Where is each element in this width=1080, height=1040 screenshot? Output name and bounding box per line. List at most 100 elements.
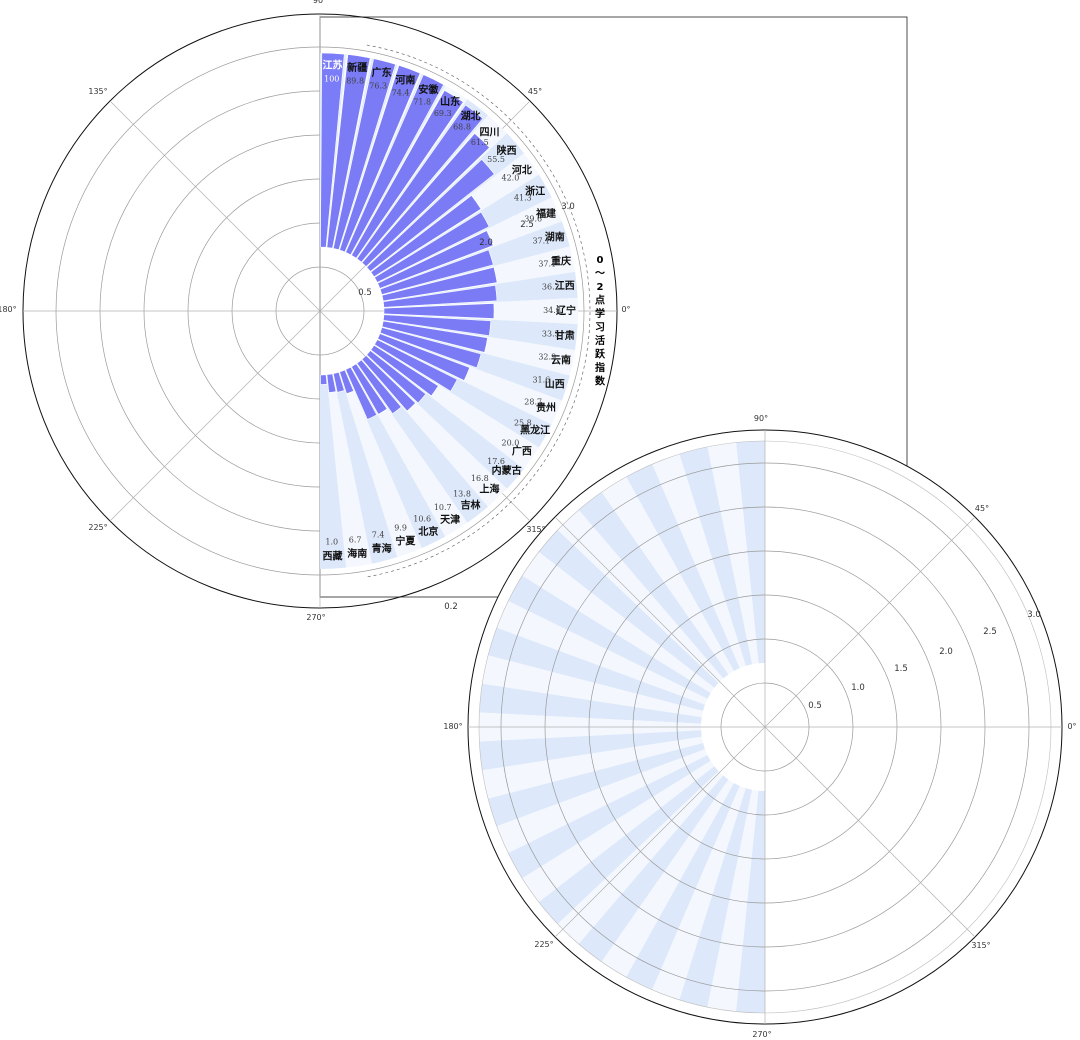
bar-河北 (370, 194, 482, 278)
radial-tick-label: 0.2 (444, 602, 458, 612)
category-label: 新疆 (347, 61, 367, 74)
angle-tick-label: 0° (1067, 722, 1076, 731)
bar-云南 (381, 320, 488, 353)
value-label: 1.0 (325, 538, 338, 547)
dashed-arc (366, 44, 591, 578)
category-label: 四川 (479, 127, 499, 139)
value-label: 61.5 (471, 138, 489, 147)
background-band (652, 454, 746, 669)
angle-tick-label: 315° (526, 525, 545, 534)
angle-tick-label: 135° (88, 87, 107, 96)
value-label: 32.9 (538, 353, 556, 362)
value-label: 37.1 (532, 237, 550, 246)
bar-内蒙古 (366, 350, 427, 404)
value-label: 17.6 (487, 457, 505, 466)
background-band (496, 601, 708, 705)
background-band (538, 766, 719, 925)
background-band (326, 373, 372, 568)
angle-tick-label: 180° (0, 305, 17, 314)
bar-北京 (345, 366, 378, 420)
angle-tick-label: 270° (306, 613, 325, 622)
value-label: 10.7 (434, 503, 452, 512)
angle-tick-label: 225° (88, 523, 107, 532)
category-label: 山东 (440, 95, 460, 108)
category-label: 贵州 (536, 401, 556, 414)
bar-四川 (361, 133, 490, 268)
category-label: 陕西 (497, 144, 517, 157)
bar-西藏 (320, 374, 328, 385)
value-label: 100 (324, 74, 339, 83)
radial-tick-label: 0.5 (808, 701, 822, 711)
background-band (508, 575, 711, 699)
background-band (578, 775, 729, 962)
value-label: 6.7 (349, 535, 362, 544)
category-label: 福建 (535, 207, 557, 220)
background-band (320, 374, 347, 569)
category-label: 海南 (347, 547, 367, 560)
category-label: 河南 (395, 73, 415, 86)
category-label: 重庆 (551, 254, 571, 267)
value-label: 89.8 (346, 77, 364, 86)
bar-辽宁 (383, 303, 495, 319)
category-label: 上海 (479, 482, 499, 495)
value-label: 39.6 (524, 215, 542, 224)
bar-重庆 (381, 266, 498, 302)
category-label: 湖南 (545, 230, 565, 243)
background-band (601, 779, 734, 978)
background-band (482, 736, 704, 799)
background-band (707, 442, 759, 665)
chart-title-char: 指 (595, 361, 605, 374)
category-label: 北京 (418, 525, 438, 538)
bar-湖北 (356, 104, 484, 263)
background-band (557, 771, 724, 945)
background-band (601, 476, 734, 675)
bar-新疆 (326, 54, 371, 249)
angle-tick-label: 45° (528, 87, 542, 96)
value-label: 20.0 (502, 439, 520, 448)
category-label: 安徽 (418, 83, 439, 96)
background-band (496, 749, 708, 853)
category-label: 西藏 (322, 550, 342, 563)
bar-河南 (339, 64, 421, 253)
chart-title-char: 跃 (595, 348, 606, 361)
category-label: 甘肃 (555, 329, 575, 342)
background-band (626, 782, 740, 990)
chart-title-char: 点 (595, 294, 605, 307)
value-label: 37.1 (538, 259, 556, 268)
grid-spoke (554, 516, 766, 728)
polar-chart-secondary: 90° 45° 0° 180° 225° 270° 315° 0.5 1.0 1.5 2.0 2.5 3… (443, 414, 1076, 1039)
value-label: 71.8 (413, 98, 431, 107)
bar-贵州 (377, 333, 471, 381)
category-label: 辽宁 (556, 304, 576, 317)
bar-广西 (370, 344, 439, 397)
category-label: 吉林 (461, 499, 482, 512)
grid-spoke (109, 310, 321, 522)
value-label: 42.0 (502, 173, 520, 182)
bar-甘肃 (382, 314, 492, 337)
grid-spoke (764, 516, 976, 728)
category-label: 青海 (372, 542, 392, 555)
radial-tick-label: 1.0 (851, 683, 865, 693)
radial-tick-label: 2.0 (479, 238, 493, 248)
angle-tick-label: 45° (975, 504, 989, 513)
background-band (522, 760, 715, 903)
bar-江苏 (320, 52, 345, 248)
bar-青海 (332, 371, 345, 393)
value-label: 41.3 (514, 193, 532, 202)
background-band (557, 509, 724, 683)
angle-tick-label: 90° (313, 0, 327, 5)
radial-tick-label: 1.5 (894, 664, 908, 674)
category-label: 广西 (512, 445, 532, 458)
radial-tick-label: 2.5 (983, 627, 997, 637)
background-band (538, 529, 719, 688)
radial-tick-label: 0.5 (358, 288, 372, 298)
category-label: 浙江 (525, 185, 545, 198)
bar-黑龙江 (374, 339, 458, 392)
grid-spoke (554, 726, 766, 938)
angle-tick-label: 0° (621, 305, 630, 314)
background-band (679, 788, 753, 1008)
value-label: 33.5 (542, 329, 560, 338)
category-label: 江西 (555, 279, 575, 292)
